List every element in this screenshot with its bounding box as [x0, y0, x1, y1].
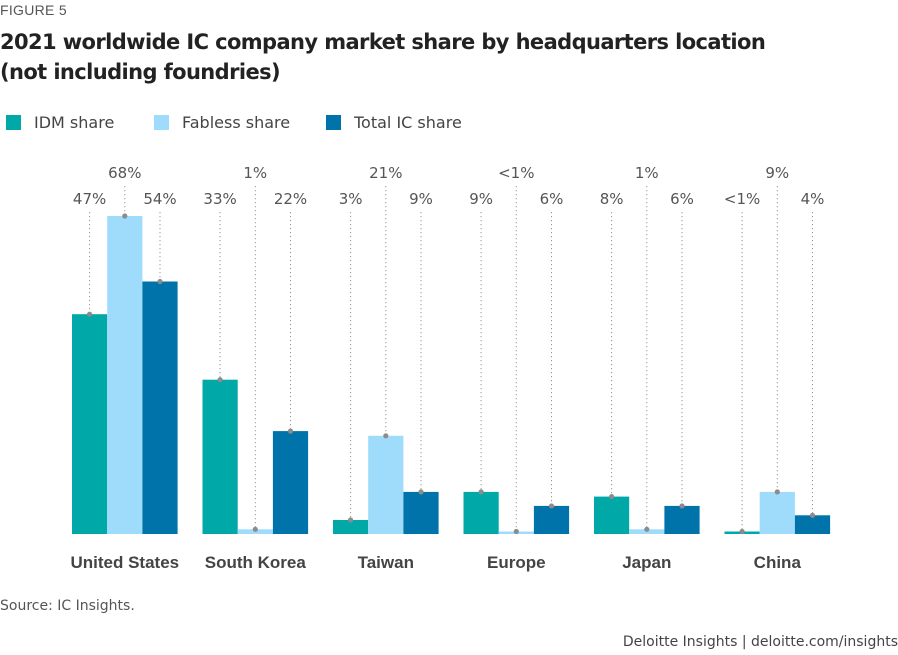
bar-dot-fabless	[122, 213, 128, 219]
bar-total	[664, 505, 700, 534]
legend-label-idm: IDM share	[34, 112, 115, 132]
data-label-idm: 9%	[469, 190, 493, 208]
bar-total	[142, 281, 178, 534]
data-label-idm: 3%	[339, 190, 363, 208]
data-label-fabless: <1%	[498, 164, 534, 182]
bar-dot-idm	[478, 489, 484, 495]
bar-idm	[202, 379, 238, 534]
category-label: United States	[70, 553, 179, 572]
legend-swatch-total	[326, 114, 341, 130]
chart-title-line-2: (not including foundries)	[0, 60, 281, 84]
bar-idm	[333, 520, 369, 534]
data-label-total: 9%	[409, 190, 433, 208]
legend-item-fabless: Fabless share	[154, 112, 291, 132]
bar-total	[403, 491, 439, 534]
legend-item-idm: IDM share	[6, 112, 115, 132]
source-note: Source: IC Insights.	[0, 598, 135, 614]
category-label: Taiwan	[358, 553, 414, 572]
data-label-total: 4%	[801, 190, 825, 208]
data-label-idm: 33%	[203, 190, 236, 208]
bar-fabless	[107, 216, 143, 534]
bar-total	[533, 505, 570, 534]
category-label: South Korea	[205, 553, 307, 572]
data-label-fabless: 9%	[765, 164, 789, 182]
legend-swatch-fabless	[154, 114, 169, 130]
bar-dot-fabless	[644, 526, 650, 532]
data-label-fabless: 68%	[108, 164, 141, 182]
bar-dot-total	[679, 503, 685, 509]
bar-dot-total	[548, 503, 555, 509]
bar-fabless	[759, 491, 795, 534]
category-label: Japan	[622, 553, 671, 572]
bar-dot-fabless	[252, 526, 258, 532]
bar-idm	[72, 314, 108, 534]
figure-label: FIGURE 5	[0, 2, 67, 18]
bar-dot-fabless	[383, 433, 389, 439]
data-label-total: 54%	[143, 190, 176, 208]
bar-dot-idm	[217, 377, 223, 383]
data-label-fabless: 1%	[243, 164, 267, 182]
bar-fabless	[368, 435, 404, 534]
bar-dot-idm	[739, 528, 745, 535]
bar-dot-idm	[348, 517, 354, 523]
bar-total	[794, 515, 831, 534]
data-label-idm: 8%	[600, 190, 624, 208]
bar-dot-idm	[609, 493, 615, 500]
data-label-idm: <1%	[724, 190, 760, 208]
data-label-idm: 47%	[73, 190, 106, 208]
data-label-total: 6%	[540, 190, 564, 208]
data-label-total: 6%	[670, 190, 694, 208]
data-label-total: 22%	[274, 190, 307, 208]
bar-dot-total	[287, 428, 294, 434]
legend-label-fabless: Fabless share	[182, 112, 291, 132]
bar-total	[272, 431, 309, 534]
data-label-fabless: 1%	[635, 164, 659, 182]
category-label: China	[754, 553, 802, 572]
legend-label-total: Total IC share	[354, 112, 462, 132]
credit-line: Deloitte Insights | deloitte.com/insight…	[622, 634, 898, 650]
chart-title-line-1: 2021 worldwide IC company market share b…	[0, 30, 766, 54]
bar-idm	[594, 496, 630, 534]
legend-item-total: Total IC share	[326, 112, 462, 132]
bar-dot-total	[809, 512, 816, 518]
bar-idm	[463, 491, 499, 534]
data-label-fabless: 21%	[369, 164, 402, 182]
bar-dot-fabless	[774, 489, 780, 495]
bar-dot-total	[418, 489, 424, 495]
category-label: Europe	[487, 553, 546, 572]
bar-dot-fabless	[513, 528, 519, 535]
legend-swatch-idm	[6, 114, 21, 130]
bar-dot-total	[157, 278, 163, 285]
bar-dot-idm	[87, 311, 93, 317]
